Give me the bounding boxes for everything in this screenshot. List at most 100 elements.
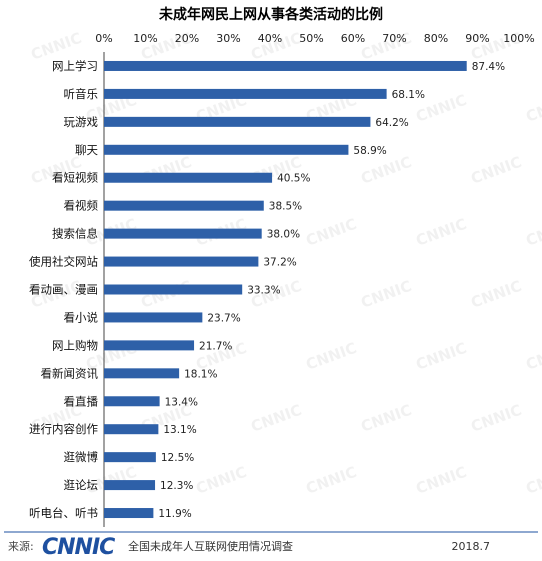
bar-row: 看小说 23.7% xyxy=(64,310,241,324)
value-label: 13.1% xyxy=(163,424,196,436)
watermark: CNNIC xyxy=(303,463,359,498)
value-label: 11.9% xyxy=(158,508,191,520)
bar xyxy=(104,116,371,127)
bar xyxy=(104,200,264,211)
bar-row: 玩游戏 64.2% xyxy=(64,115,409,129)
bar xyxy=(104,60,467,71)
bar xyxy=(104,172,273,183)
bar xyxy=(104,480,156,491)
bar-row: 看短视频 40.5% xyxy=(52,171,310,185)
bar xyxy=(104,312,203,323)
x-tick-label: 100% xyxy=(503,32,534,45)
bar xyxy=(104,228,262,239)
value-label: 64.2% xyxy=(375,117,408,129)
x-axis-ticks: 0% 10% 20% 30% 40% 50% 60% 70% 80% 90% 100% xyxy=(95,32,534,45)
value-label: 13.4% xyxy=(165,396,198,408)
category-label: 逛论坛 xyxy=(64,478,99,492)
bar xyxy=(104,340,195,351)
category-label: 听音乐 xyxy=(64,87,99,101)
report-name: 全国未成年人互联网使用情况调查 xyxy=(128,539,293,553)
value-label: 87.4% xyxy=(472,61,505,73)
value-label: 12.5% xyxy=(161,452,194,464)
bar-row: 网上学习 87.4% xyxy=(52,59,505,73)
bar xyxy=(104,88,387,99)
bar-row: 看动画、漫画 33.3% xyxy=(29,283,281,297)
x-tick-label: 30% xyxy=(216,32,240,45)
bar xyxy=(104,424,159,435)
value-label: 58.9% xyxy=(353,145,386,157)
category-label: 使用社交网站 xyxy=(29,255,98,269)
watermark: CNNIC xyxy=(193,463,249,498)
watermark: CNNIC xyxy=(413,215,469,250)
value-label: 12.3% xyxy=(160,480,193,492)
value-label: 68.1% xyxy=(392,89,425,101)
value-label: 40.5% xyxy=(277,173,310,185)
x-tick-label: 60% xyxy=(341,32,365,45)
value-label: 18.1% xyxy=(184,368,217,380)
category-label: 看新闻资讯 xyxy=(41,366,99,380)
watermark: CNNIC xyxy=(523,339,542,374)
category-label: 网上学习 xyxy=(52,59,98,73)
x-tick-label: 70% xyxy=(382,32,406,45)
bar xyxy=(104,284,243,295)
category-label: 看动画、漫画 xyxy=(29,283,98,297)
category-label: 逛微博 xyxy=(64,450,99,464)
bar xyxy=(104,452,156,463)
report-date: 2018.7 xyxy=(452,540,491,553)
bar-row: 搜索信息 38.0% xyxy=(52,227,300,241)
category-label: 搜索信息 xyxy=(52,227,98,241)
bar-row: 逛论坛 12.3% xyxy=(64,478,194,492)
category-label: 网上购物 xyxy=(52,338,98,352)
value-label: 33.3% xyxy=(247,285,280,297)
bar xyxy=(104,368,180,379)
x-tick-label: 0% xyxy=(95,32,112,45)
category-label: 看视频 xyxy=(64,199,99,213)
value-label: 21.7% xyxy=(199,340,232,352)
source-label: 来源: xyxy=(8,539,34,553)
category-label: 看小说 xyxy=(64,310,99,324)
value-label: 37.2% xyxy=(263,257,296,269)
watermark: CNNIC xyxy=(358,401,414,436)
watermark: CNNIC xyxy=(468,401,524,436)
x-tick-label: 40% xyxy=(258,32,282,45)
watermark: CNNIC xyxy=(358,153,414,188)
x-tick-label: 50% xyxy=(299,32,323,45)
bar xyxy=(104,508,154,519)
bar-row: 进行内容创作 13.1% xyxy=(29,422,197,436)
watermark: CNNIC xyxy=(523,463,542,498)
value-label: 38.0% xyxy=(267,229,300,241)
watermark: CNNIC xyxy=(303,215,359,250)
watermark: CNNIC xyxy=(248,401,304,436)
category-label: 玩游戏 xyxy=(64,115,99,129)
watermark: CNNIC xyxy=(358,277,414,312)
bar-row: 聊天 58.9% xyxy=(75,143,387,157)
bar-row: 看新闻资讯 18.1% xyxy=(41,366,218,380)
cnnic-logo: CNNIC xyxy=(42,535,115,560)
bar xyxy=(104,396,160,407)
category-label: 聊天 xyxy=(75,143,98,157)
watermark: CNNIC xyxy=(523,91,542,126)
category-label: 听电台、听书 xyxy=(29,506,98,520)
watermark: CNNIC xyxy=(523,215,542,250)
bars: 网上学习 87.4% 听音乐 68.1% 玩游戏 64.2% 聊天 58.9% 看短视频 40.5… xyxy=(29,59,505,520)
bar xyxy=(104,144,349,155)
watermark: CNNIC xyxy=(413,463,469,498)
bar-row: 使用社交网站 37.2% xyxy=(29,255,297,269)
watermark: CNNIC xyxy=(303,339,359,374)
x-tick-label: 80% xyxy=(424,32,448,45)
footer: 来源: CNNIC 全国未成年人互联网使用情况调查 2018.7 xyxy=(4,531,538,560)
x-tick-label: 90% xyxy=(465,32,489,45)
x-tick-label: 10% xyxy=(133,32,157,45)
bar-row: 逛微博 12.5% xyxy=(64,450,195,464)
category-label: 进行内容创作 xyxy=(29,422,98,436)
bar-row: 网上购物 21.7% xyxy=(52,338,232,352)
category-label: 看直播 xyxy=(64,394,99,408)
bar-row: 看直播 13.4% xyxy=(64,394,198,408)
x-tick-label: 20% xyxy=(175,32,199,45)
watermark: CNNIC xyxy=(413,339,469,374)
bar-row: 听电台、听书 11.9% xyxy=(29,506,192,520)
value-label: 38.5% xyxy=(269,201,302,213)
value-label: 23.7% xyxy=(207,312,240,324)
